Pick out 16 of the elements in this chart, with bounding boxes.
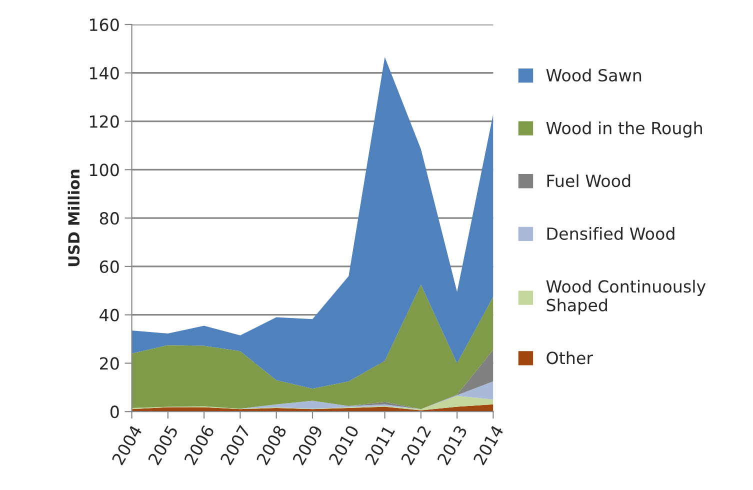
y-tick-label: 100	[90, 164, 119, 176]
y-tick-label: 140	[90, 66, 119, 80]
y-tick-label: 20	[100, 357, 119, 370]
y-tick-label: 40	[100, 308, 119, 322]
y-tick-label: 60	[100, 260, 119, 274]
legend-label: Wood in the Rough	[546, 121, 702, 138]
legend-label: Wood Sawn	[546, 68, 642, 82]
legend-label: Wood Continuously Shaped	[546, 280, 706, 315]
y-tick-label: 120	[90, 115, 119, 128]
y-tick-label: 0	[110, 406, 119, 418]
legend-label: Fuel Wood	[547, 174, 630, 188]
y-axis-title: USD Million	[68, 170, 80, 266]
y-tick-label: 80	[100, 212, 119, 225]
legend-label: Densified Wood	[547, 227, 674, 240]
y-tick-label: 160	[90, 18, 119, 32]
legend-label: Other	[546, 351, 594, 364]
